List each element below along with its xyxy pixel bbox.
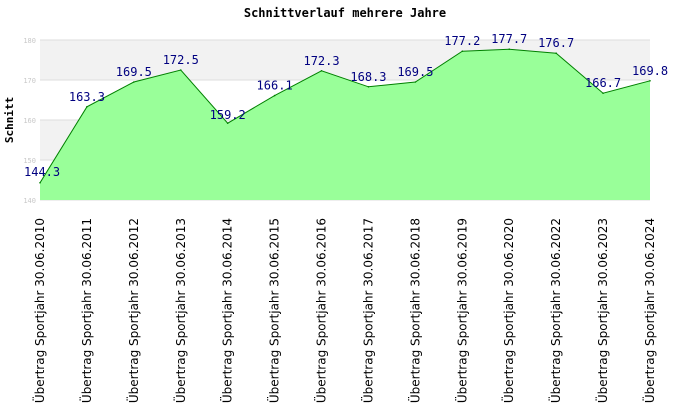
data-label: 159.2 <box>210 108 246 122</box>
y-tick-label: 170 <box>23 77 36 85</box>
data-point <box>367 86 370 88</box>
data-label: 166.1 <box>257 79 293 93</box>
x-tick-label: Übertrag Sportjahr 30.06.2013 <box>172 218 188 403</box>
data-label: 172.5 <box>163 53 199 67</box>
x-tick-label: Übertrag Sportjahr 30.06.2017 <box>359 218 375 403</box>
x-tick-label: Übertrag Sportjahr 30.06.2024 <box>641 218 657 403</box>
series-line <box>39 48 651 184</box>
data-point <box>39 182 41 184</box>
x-tick-label: Übertrag Sportjahr 30.06.2010 <box>31 218 47 403</box>
x-tick-label: Übertrag Sportjahr 30.06.2019 <box>453 218 469 403</box>
data-label: 176.7 <box>538 36 574 50</box>
data-point <box>179 69 182 71</box>
y-tick-label: 140 <box>23 197 36 205</box>
x-tick-label: Übertrag Sportjahr 30.06.2020 <box>500 218 516 403</box>
data-label: 169.8 <box>632 64 668 78</box>
data-point <box>555 52 557 54</box>
data-point <box>226 122 229 124</box>
data-label: 166.7 <box>585 76 621 90</box>
y-tick-label: 150 <box>23 157 36 165</box>
x-tick-label: Übertrag Sportjahr 30.06.2018 <box>406 218 422 403</box>
data-label: 177.2 <box>444 34 480 48</box>
data-point <box>461 50 464 52</box>
data-label: 168.3 <box>350 70 386 84</box>
data-label: 169.5 <box>397 65 433 79</box>
y-axis-label: Schnitt <box>3 97 16 143</box>
data-label: 169.5 <box>116 65 152 79</box>
data-point <box>133 81 135 83</box>
plot-area: 140 150 160 170 180 144.3 163.3 169.5 172.5 159.2… <box>23 32 668 403</box>
data-point <box>320 70 323 72</box>
x-tick-label: Übertrag Sportjahr 30.06.2016 <box>313 218 329 403</box>
data-point <box>508 48 511 50</box>
data-point <box>602 92 604 94</box>
x-tick-label: Übertrag Sportjahr 30.06.2011 <box>78 218 94 403</box>
y-tick-label: 180 <box>23 37 36 45</box>
x-tick-label: Übertrag Sportjahr 30.06.2014 <box>219 218 235 403</box>
data-label: 144.3 <box>24 165 60 179</box>
x-tick-label: Übertrag Sportjahr 30.06.2022 <box>547 218 563 403</box>
data-label: 163.3 <box>69 90 105 104</box>
data-label: 172.3 <box>303 54 339 68</box>
chart-title: Schnittverlauf mehrere Jahre <box>244 6 446 20</box>
data-point <box>86 106 88 108</box>
x-tick-label: Übertrag Sportjahr 30.06.2012 <box>125 218 141 403</box>
y-tick-label: 160 <box>23 117 36 125</box>
data-point <box>414 81 417 83</box>
series-area <box>40 49 650 201</box>
data-point <box>273 94 276 97</box>
data-point <box>649 80 651 82</box>
x-tick-label: Übertrag Sportjahr 30.06.2015 <box>266 218 282 403</box>
x-tick-label: Übertrag Sportjahr 30.06.2023 <box>594 218 610 403</box>
data-label: 177.7 <box>491 32 527 46</box>
